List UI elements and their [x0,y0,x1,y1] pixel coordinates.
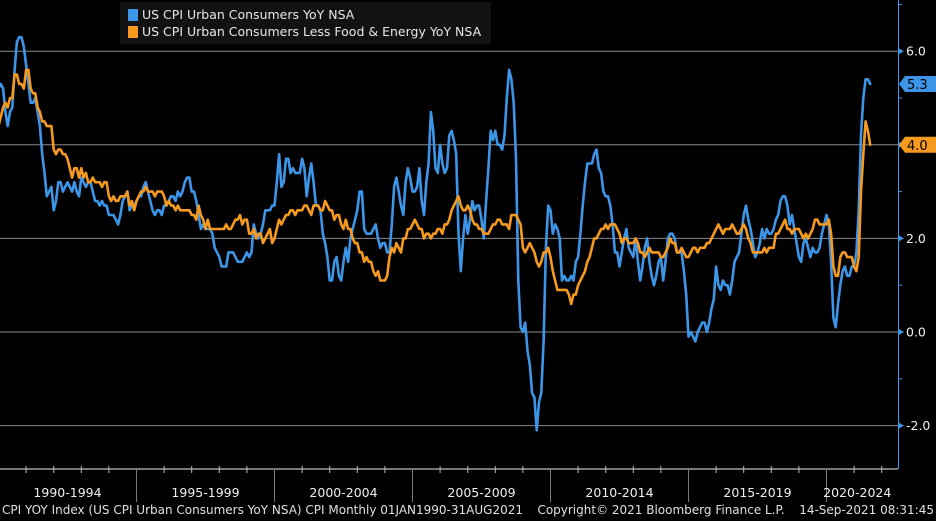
footer-security: CPI YOY Index (US CPI Urban Consumers Yo… [2,503,523,517]
legend-swatch-core-cpi [128,25,138,38]
chart-footer: CPI YOY Index (US CPI Urban Consumers Yo… [2,503,934,517]
series-line-core-cpi [0,68,872,306]
y-tick-label: 2.0 [906,231,926,246]
x-tick-label: 2010-2014 [585,485,653,500]
y-tick-label: 0.0 [906,325,926,340]
legend-item-cpi[interactable]: US CPI Urban Consumers YoY NSA [128,6,481,23]
y-tick-label: -2.0 [906,418,930,433]
legend-label-cpi: US CPI Urban Consumers YoY NSA [142,7,355,22]
y-axis: 6.0 4.0 2.0 0.0 -2.0 [898,0,930,469]
series-layer [0,35,872,432]
legend-item-core-cpi[interactable]: US CPI Urban Consumers Less Food & Energ… [128,23,481,40]
last-value-tag-label: 4.0 [907,139,928,154]
gridlines [0,50,898,427]
y-tick-marker [898,422,904,430]
x-tick-label: 2020-2024 [823,485,891,500]
last-value-tag-label: 5.3 [907,78,928,93]
last-value-tag-bg [899,75,936,92]
y-tick-marker [898,234,904,242]
y-tick-marker [898,47,904,55]
legend-label-core-cpi: US CPI Urban Consumers Less Food & Energ… [142,24,482,39]
legend-swatch-cpi [128,8,138,21]
footer-timestamp: 14-Sep-2021 08:31:45 [799,503,934,517]
x-tick-label: 1995-1999 [171,485,239,500]
last-value-tag-core-cpi: 4.0 [899,136,936,154]
footer-copyright: Copyright© 2021 Bloomberg Finance L.P. [537,503,785,517]
last-value-tag-bg [899,136,936,153]
last-value-tags: 5.3 4.0 [899,75,936,154]
chart-legend: US CPI Urban Consumers YoY NSA US CPI Ur… [120,2,492,44]
y-tick-marker [898,328,904,336]
last-value-tag-cpi: 5.3 [899,75,936,93]
series-line-cpi [0,35,872,432]
x-tick-label: 1990-1994 [33,485,101,500]
y-tick-label: 6.0 [906,44,926,59]
x-axis: 1990-1994 1995-1999 2000-2004 2005-2009 2010… [0,466,898,502]
x-tick-label: 2005-2009 [447,485,515,500]
x-tick-label: 2000-2004 [309,485,377,500]
x-tick-label: 2015-2019 [723,485,791,500]
